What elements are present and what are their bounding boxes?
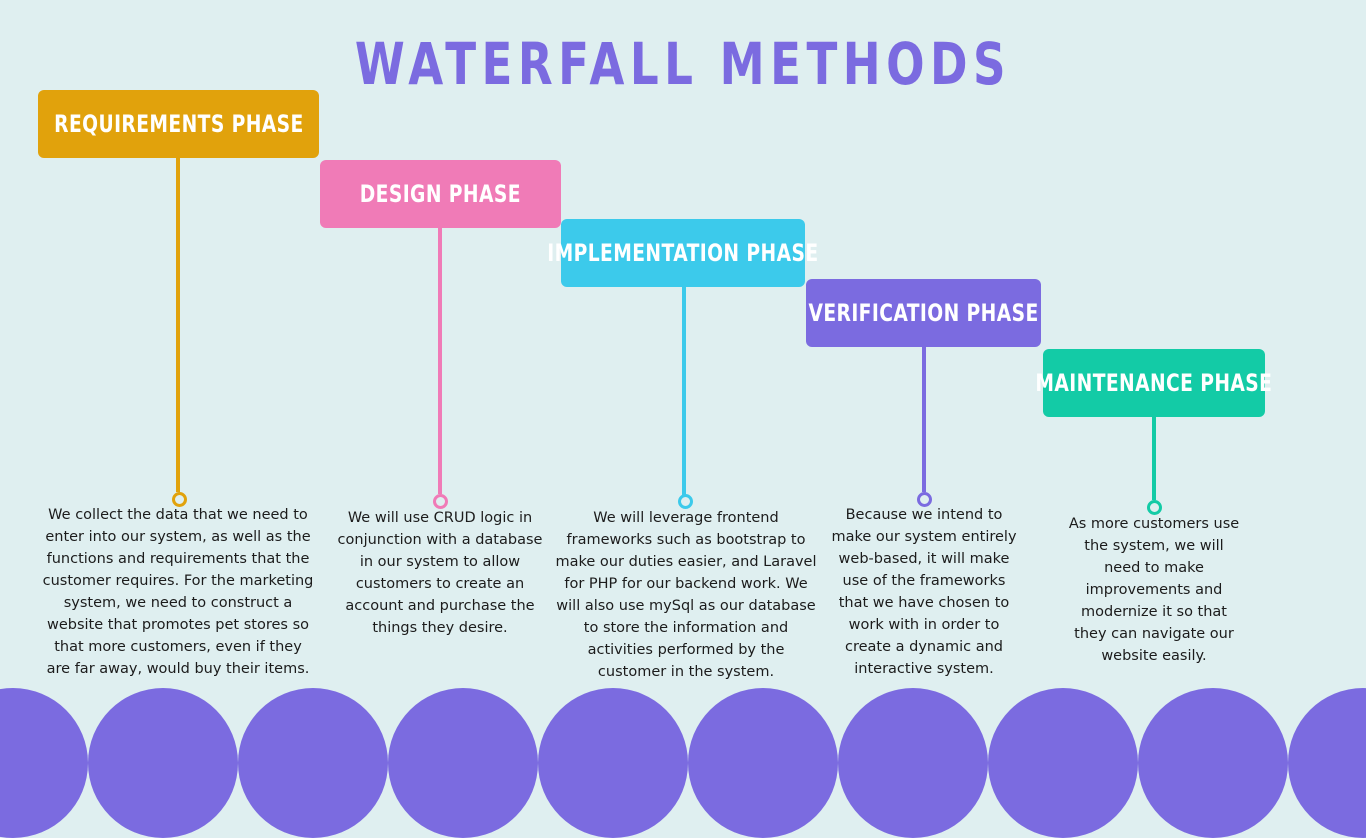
verification-connector	[922, 347, 926, 492]
maintenance-phase-label: MAINTENANCE PHASE	[1035, 369, 1273, 397]
scallop-circle	[0, 688, 88, 838]
maintenance-connector	[1152, 417, 1156, 500]
requirements-connector	[176, 158, 180, 492]
requirements-phase-label: REQUIREMENTS PHASE	[53, 110, 304, 138]
implementation-phase-label: IMPLEMENTATION PHASE	[547, 239, 819, 267]
maintenance-phase-box: MAINTENANCE PHASE	[1036, 349, 1272, 417]
implementation-phase-box: IMPLEMENTATION PHASE	[547, 219, 818, 287]
design-ring	[433, 494, 448, 509]
maintenance-description: As more customers use the system, we will…	[1068, 516, 1240, 664]
verification-phase-label: VERIFICATION PHASE	[808, 299, 1039, 327]
scallop-circle	[1288, 688, 1366, 838]
scallop-circle	[988, 688, 1138, 838]
verification-description: Because we intend to make our system enti…	[831, 507, 1017, 677]
scallop-circle	[838, 688, 988, 838]
verification-ring	[917, 492, 932, 507]
design-description: We will use CRUD logic in conjunction wit…	[337, 510, 543, 636]
implementation-ring	[678, 494, 693, 509]
implementation-description: We will leverage frontend frameworks such…	[555, 510, 817, 680]
maintenance-ring	[1147, 500, 1162, 515]
scallop-circle	[688, 688, 838, 838]
scallop-circle	[238, 688, 388, 838]
design-phase-box: DESIGN PHASE	[320, 160, 561, 228]
scallop-circle	[538, 688, 688, 838]
scallop-circle	[88, 688, 238, 838]
scallop-circle	[1138, 688, 1288, 838]
design-phase-label: DESIGN PHASE	[359, 180, 522, 208]
scallop-circle	[388, 688, 538, 838]
requirements-phase-box: REQUIREMENTS PHASE	[38, 90, 319, 158]
page-title: WATERFALL METHODS	[354, 30, 1012, 98]
requirements-ring	[172, 492, 187, 507]
verification-phase-box: VERIFICATION PHASE	[806, 279, 1041, 347]
requirements-description: We collect the data that we need to enter…	[42, 507, 314, 677]
implementation-connector	[682, 287, 686, 495]
design-connector	[438, 228, 442, 494]
